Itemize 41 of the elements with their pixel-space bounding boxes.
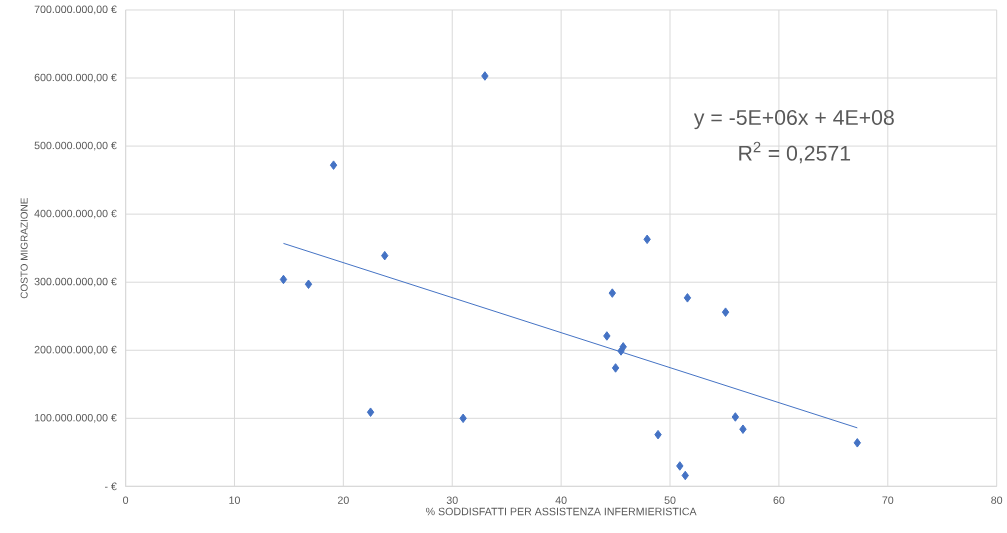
x-tick-label: 10	[229, 496, 240, 504]
point	[304, 279, 313, 289]
point	[683, 293, 692, 303]
point	[459, 413, 467, 423]
y-tick-label: 700.000.000,00 €	[34, 5, 117, 15]
y-tick-label: 200.000.000,00 €	[34, 345, 117, 355]
point	[617, 346, 625, 356]
x-tick-label: 80	[991, 496, 1003, 504]
point	[611, 363, 620, 373]
x-tick-label: 70	[882, 496, 894, 504]
point	[731, 412, 740, 422]
y-tick-label: 500.000.000,00 €	[34, 141, 117, 151]
point	[366, 407, 375, 417]
point	[676, 461, 684, 471]
point	[721, 307, 730, 317]
x-tick-label: 0	[123, 496, 129, 504]
y-tick-label: 300.000.000,00 €	[34, 277, 117, 287]
annotation: R$^{2}$ = 0,2571	[739, 141, 851, 164]
point	[603, 331, 611, 341]
x-tick-label: 50	[664, 496, 676, 504]
y-tick-label: - €	[104, 482, 117, 491]
point	[654, 429, 662, 440]
annotation: y = -5E+06x + 4E+08	[693, 109, 894, 130]
x-tick-label: 60	[773, 496, 785, 504]
point	[643, 234, 651, 244]
y-tick-label: 400.000.000,00 €	[34, 209, 117, 219]
point	[279, 274, 288, 285]
point	[739, 424, 747, 434]
x-tick-label: 40	[555, 496, 567, 504]
point	[329, 160, 338, 170]
x-tick-label: 20	[337, 496, 349, 504]
point	[381, 250, 389, 261]
point	[608, 288, 616, 298]
y-tick-label: 100.000.000,00 €	[34, 413, 117, 423]
x-axis-title: % SODDISFATTI PER ASSISTENZA INFERMIERISTICA	[426, 507, 697, 516]
y-axis-title: COSTO MIGRAZIONE	[20, 197, 28, 299]
y-tick-label: 600.000.000,00 €	[34, 73, 117, 83]
x-tick-label: 30	[446, 496, 458, 504]
point	[853, 437, 861, 448]
point	[481, 71, 489, 81]
point	[681, 470, 689, 481]
